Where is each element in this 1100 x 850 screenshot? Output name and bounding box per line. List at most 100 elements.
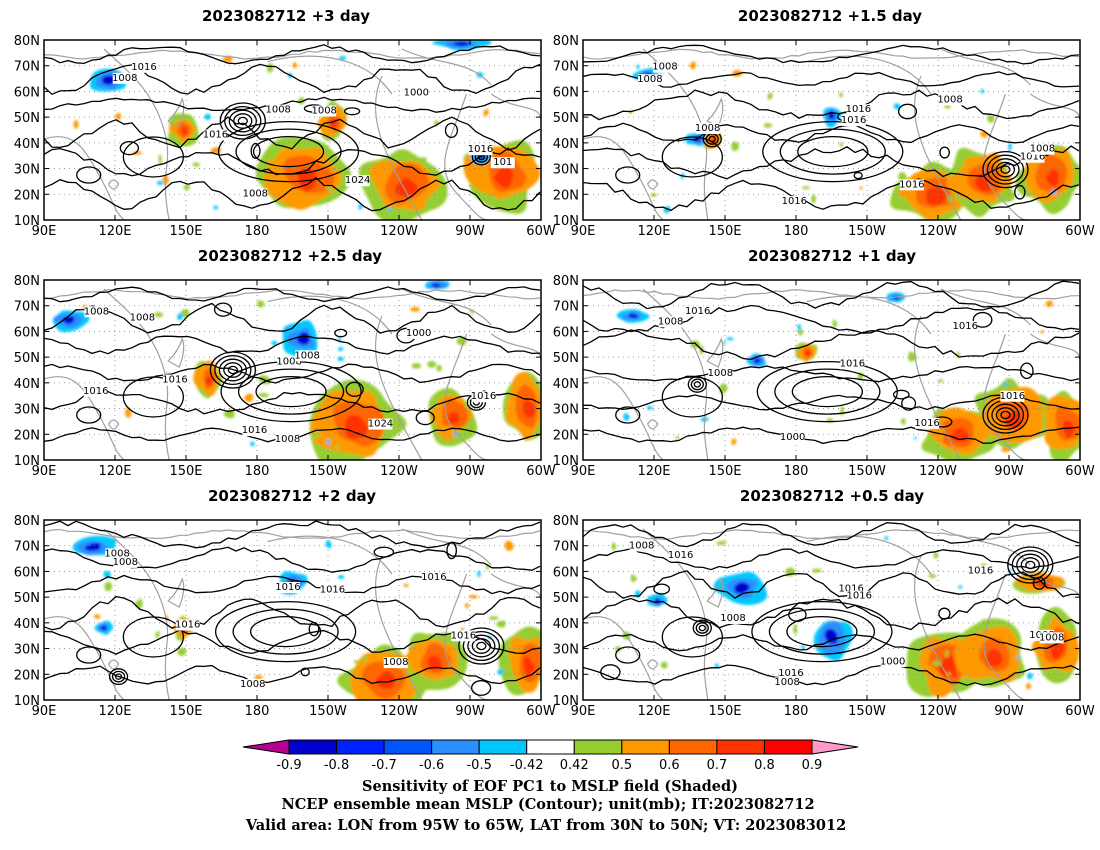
lat-tick-label: 60N xyxy=(14,325,40,340)
contour-label: 1016 xyxy=(685,306,710,317)
colorbar-bin xyxy=(383,739,433,755)
contour-label-bg xyxy=(320,584,345,596)
sensitivity-shading xyxy=(616,292,1080,460)
caption-line-3: Valid area: LON from 95W to 65W, LAT fro… xyxy=(245,817,846,834)
map-panel-plus-0-5-day: 2023082712 +0.5 day 10081016100810161016… xyxy=(553,487,1095,719)
contour-label: 1008 xyxy=(265,105,290,116)
contour-label: 1016 xyxy=(841,115,866,126)
map-frame xyxy=(582,39,1081,221)
map-frame xyxy=(43,519,542,701)
lon-tick-label: 90W xyxy=(455,224,485,239)
lon-tick-label: 90W xyxy=(994,224,1024,239)
contour-label: 101 xyxy=(493,157,512,168)
lat-tick-label: 40N xyxy=(553,377,579,392)
lat-tick-label: 20N xyxy=(553,188,579,203)
colorbar-tick-label: -0.5 xyxy=(466,758,491,773)
colorbar-bin xyxy=(716,739,765,755)
contour-label: 1008 xyxy=(652,62,677,73)
lat-tick-label: 80N xyxy=(14,274,40,289)
contour-label-bg xyxy=(653,61,678,73)
graticule xyxy=(583,40,1080,220)
contour-label: 1016 xyxy=(275,582,300,593)
contour-label-bg xyxy=(275,581,300,593)
lat-tick-label: 50N xyxy=(553,111,579,126)
lat-tick-label: 50N xyxy=(553,591,579,606)
lon-tick-label: 60W xyxy=(526,704,556,719)
colorbar-tick-label: -0.7 xyxy=(371,758,396,773)
lon-tick-label: 120W xyxy=(919,464,957,479)
contour-labels: 1008101610081016101610081000101610161008… xyxy=(629,540,1064,689)
lat-tick-label: 40N xyxy=(553,617,579,632)
panel-title: 2023082712 +2.5 day xyxy=(198,247,382,265)
colorbar-min-triangle xyxy=(242,739,290,755)
lat-tick-label: 80N xyxy=(553,514,579,529)
contour-label: 1016 xyxy=(471,391,496,402)
contour-label-bg xyxy=(275,433,300,445)
contour-label-bg xyxy=(383,657,408,669)
lat-tick-label: 60N xyxy=(553,565,579,580)
map-panel-plus-1-day: 2023082712 +1 day 1008101610161000101610… xyxy=(553,247,1095,479)
map-area: 1008101610161016100810081016100810161008… xyxy=(553,34,1095,239)
contour-labels: 1008100810161016100010161024100810081016… xyxy=(83,306,496,445)
lat-tick-label: 70N xyxy=(14,60,40,75)
caption-line-2: NCEP ensemble mean MSLP (Contour); unit(… xyxy=(281,796,814,813)
lon-tick-label: 120E xyxy=(98,704,131,719)
contour-label-bg xyxy=(778,668,803,680)
contour-label: 1000 xyxy=(404,87,429,98)
panel-title: 2023082712 +2 day xyxy=(208,487,376,505)
graticule xyxy=(583,280,1080,460)
colorbar-bin xyxy=(478,739,528,755)
map-panel-plus-3-day: 2023082712 +3 day 1008100810161008100010… xyxy=(14,7,556,239)
colorbar-max-triangle xyxy=(811,739,859,755)
lat-tick-label: 40N xyxy=(14,377,40,392)
contour-label: 1016 xyxy=(668,550,693,561)
contour-label-bg xyxy=(629,540,654,552)
lon-tick-label: 120E xyxy=(637,464,670,479)
lon-tick-label: 90E xyxy=(571,224,596,239)
colorbar-tick-label: 0.6 xyxy=(659,758,680,773)
contour-label-bg xyxy=(775,677,800,689)
contour-label: 1008 xyxy=(275,434,300,445)
colorbar-tick-label: 0.8 xyxy=(754,758,775,773)
lat-tick-label: 10N xyxy=(14,214,40,229)
contour-label: 1008 xyxy=(84,306,109,317)
mslp-contours xyxy=(583,44,1080,212)
contour-label: 1008 xyxy=(774,677,799,688)
contour-label: 1008 xyxy=(294,350,319,361)
contour-label-bg xyxy=(130,312,155,324)
colorbar-bin xyxy=(763,739,813,755)
lon-tick-label: 150W xyxy=(848,704,886,719)
lon-tick-label: 120W xyxy=(380,704,418,719)
contour-label-bg xyxy=(345,175,370,187)
contour-label-bg xyxy=(277,356,302,368)
map-area: 1008100810161016100010161024100810081016… xyxy=(14,274,556,479)
contour-label: 1024 xyxy=(345,175,370,186)
lat-tick-label: 80N xyxy=(14,514,40,529)
contour-label-bg xyxy=(203,129,228,141)
contour-label-bg xyxy=(840,358,865,370)
contour-label: 1008 xyxy=(311,106,336,117)
lon-tick-label: 60W xyxy=(1065,224,1095,239)
colorbar-bin xyxy=(336,739,385,755)
lon-tick-label: 180 xyxy=(245,224,270,239)
lon-tick-label: 90E xyxy=(571,704,596,719)
lat-tick-label: 50N xyxy=(14,351,40,366)
map-background xyxy=(44,520,541,700)
contour-label: 1016 xyxy=(847,591,872,602)
lon-tick-label: 150E xyxy=(708,224,741,239)
lon-tick-label: 150E xyxy=(708,704,741,719)
contour-label: 1016 xyxy=(421,572,446,583)
contour-label: 1000 xyxy=(406,328,431,339)
contour-label-bg xyxy=(162,374,187,386)
contour-label: 1016 xyxy=(242,425,267,436)
lon-tick-label: 150E xyxy=(169,704,202,719)
contour-label-bg xyxy=(451,630,476,642)
lon-tick-label: 150W xyxy=(309,704,347,719)
